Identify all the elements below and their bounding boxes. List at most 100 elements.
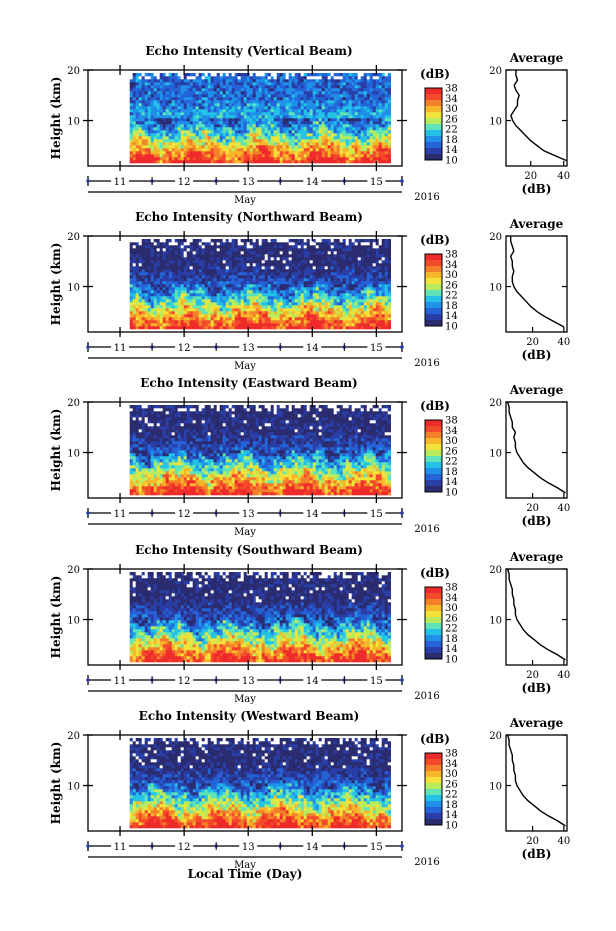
heatmap-cell [282,317,286,321]
heatmap-cell [267,242,271,246]
heatmap-cell [321,275,325,279]
heatmap-cell [279,157,283,161]
heatmap-cell [324,142,328,146]
heatmap-cell [276,115,280,119]
heatmap-cell [150,82,154,86]
heatmap-cell [174,160,178,164]
colorbar-swatch [425,142,442,149]
heatmap-cell [342,248,346,252]
heatmap-cell [387,130,391,134]
heatmap-cell [180,245,184,249]
heatmap-cell [192,142,196,146]
heatmap-cell [273,142,277,146]
heatmap-cell [252,82,256,86]
heatmap-cell [348,269,352,273]
heatmap-cell [273,272,277,276]
heatmap-cell [261,124,265,128]
heatmap-cell [267,76,271,80]
heatmap-cell [168,85,172,89]
heatmap-cell [252,269,256,273]
heatmap-cell [297,157,301,161]
heatmap-cell [180,100,184,104]
heatmap-cell [366,145,370,149]
heatmap-cell [291,260,295,264]
heatmap-cell [186,257,190,261]
heatmap-cell [315,287,319,291]
heatmap-cell [282,278,286,282]
heatmap-cell [366,148,370,152]
heatmap-cell [273,239,277,243]
heatmap-cell [183,320,187,324]
heatmap-cell [195,257,199,261]
heatmap-cell [183,278,187,282]
heatmap-cell [162,118,166,122]
heatmap-cell [330,314,334,318]
heatmap-cell [315,94,319,98]
heatmap-cell [321,139,325,143]
heatmap-cell [147,308,151,312]
heatmap-cell [165,121,169,125]
heatmap-cell [342,94,346,98]
heatmap-cell [252,136,256,140]
heatmap-cell [219,296,223,300]
heatmap-cell [144,115,148,119]
heatmap-cell [174,76,178,80]
heatmap-cell [204,257,208,261]
heatmap-cell [216,112,220,116]
colorbar-tick-label: 34 [445,94,458,105]
heatmap-cell [336,73,340,77]
heatmap-cell [264,290,268,294]
heatmap-cell [129,73,133,77]
heatmap-cell [342,278,346,282]
heatmap-cell [177,293,181,297]
heatmap-cell [297,272,301,276]
heatmap-cell [303,97,307,101]
heatmap-cell [234,320,238,324]
heatmap-cell [318,157,322,161]
heatmap-cell [252,145,256,149]
heatmap-cell [156,257,160,261]
heatmap-cell [231,302,235,306]
heatmap-cell [231,103,235,107]
heatmap-cell [378,79,382,83]
heatmap-cell [210,245,214,249]
heatmap-cell [333,248,337,252]
heatmap-cell [336,269,340,273]
heatmap-cell [204,91,208,95]
heatmap-cell [243,257,247,261]
heatmap-cell [330,154,334,158]
heatmap-cell [192,91,196,95]
heatmap-cell [327,275,331,279]
heatmap-cell [321,284,325,288]
heatmap-cell [210,148,214,152]
heatmap-cell [267,142,271,146]
heatmap-cell [231,242,235,246]
heatmap-cell [273,109,277,113]
heatmap-cell [315,305,319,309]
heatmap-cell [129,272,133,276]
heatmap-cell [243,239,247,243]
heatmap-cell [282,103,286,107]
heatmap-cell [279,290,283,294]
heatmap-cell [135,79,139,83]
heatmap-cell [189,151,193,155]
heatmap-cell [192,109,196,113]
heatmap-cell [216,248,220,252]
heatmap-cell [300,326,304,330]
heatmap-cell [249,278,253,282]
heatmap-cell [381,73,385,77]
heatmap-cell [348,299,352,303]
heatmap-cell [282,296,286,300]
heatmap-cell [195,94,199,98]
heatmap-cell [147,157,151,161]
heatmap-cell [291,127,295,131]
heatmap-cell [294,85,298,89]
heatmap-cell [387,85,391,89]
heatmap-cell [357,287,361,291]
heatmap-cell [339,245,343,249]
heatmap-cell [213,239,217,243]
heatmap-cell [267,254,271,258]
heatmap-cell [129,245,133,249]
heatmap-cell [282,266,286,270]
heatmap-cell [237,148,241,152]
